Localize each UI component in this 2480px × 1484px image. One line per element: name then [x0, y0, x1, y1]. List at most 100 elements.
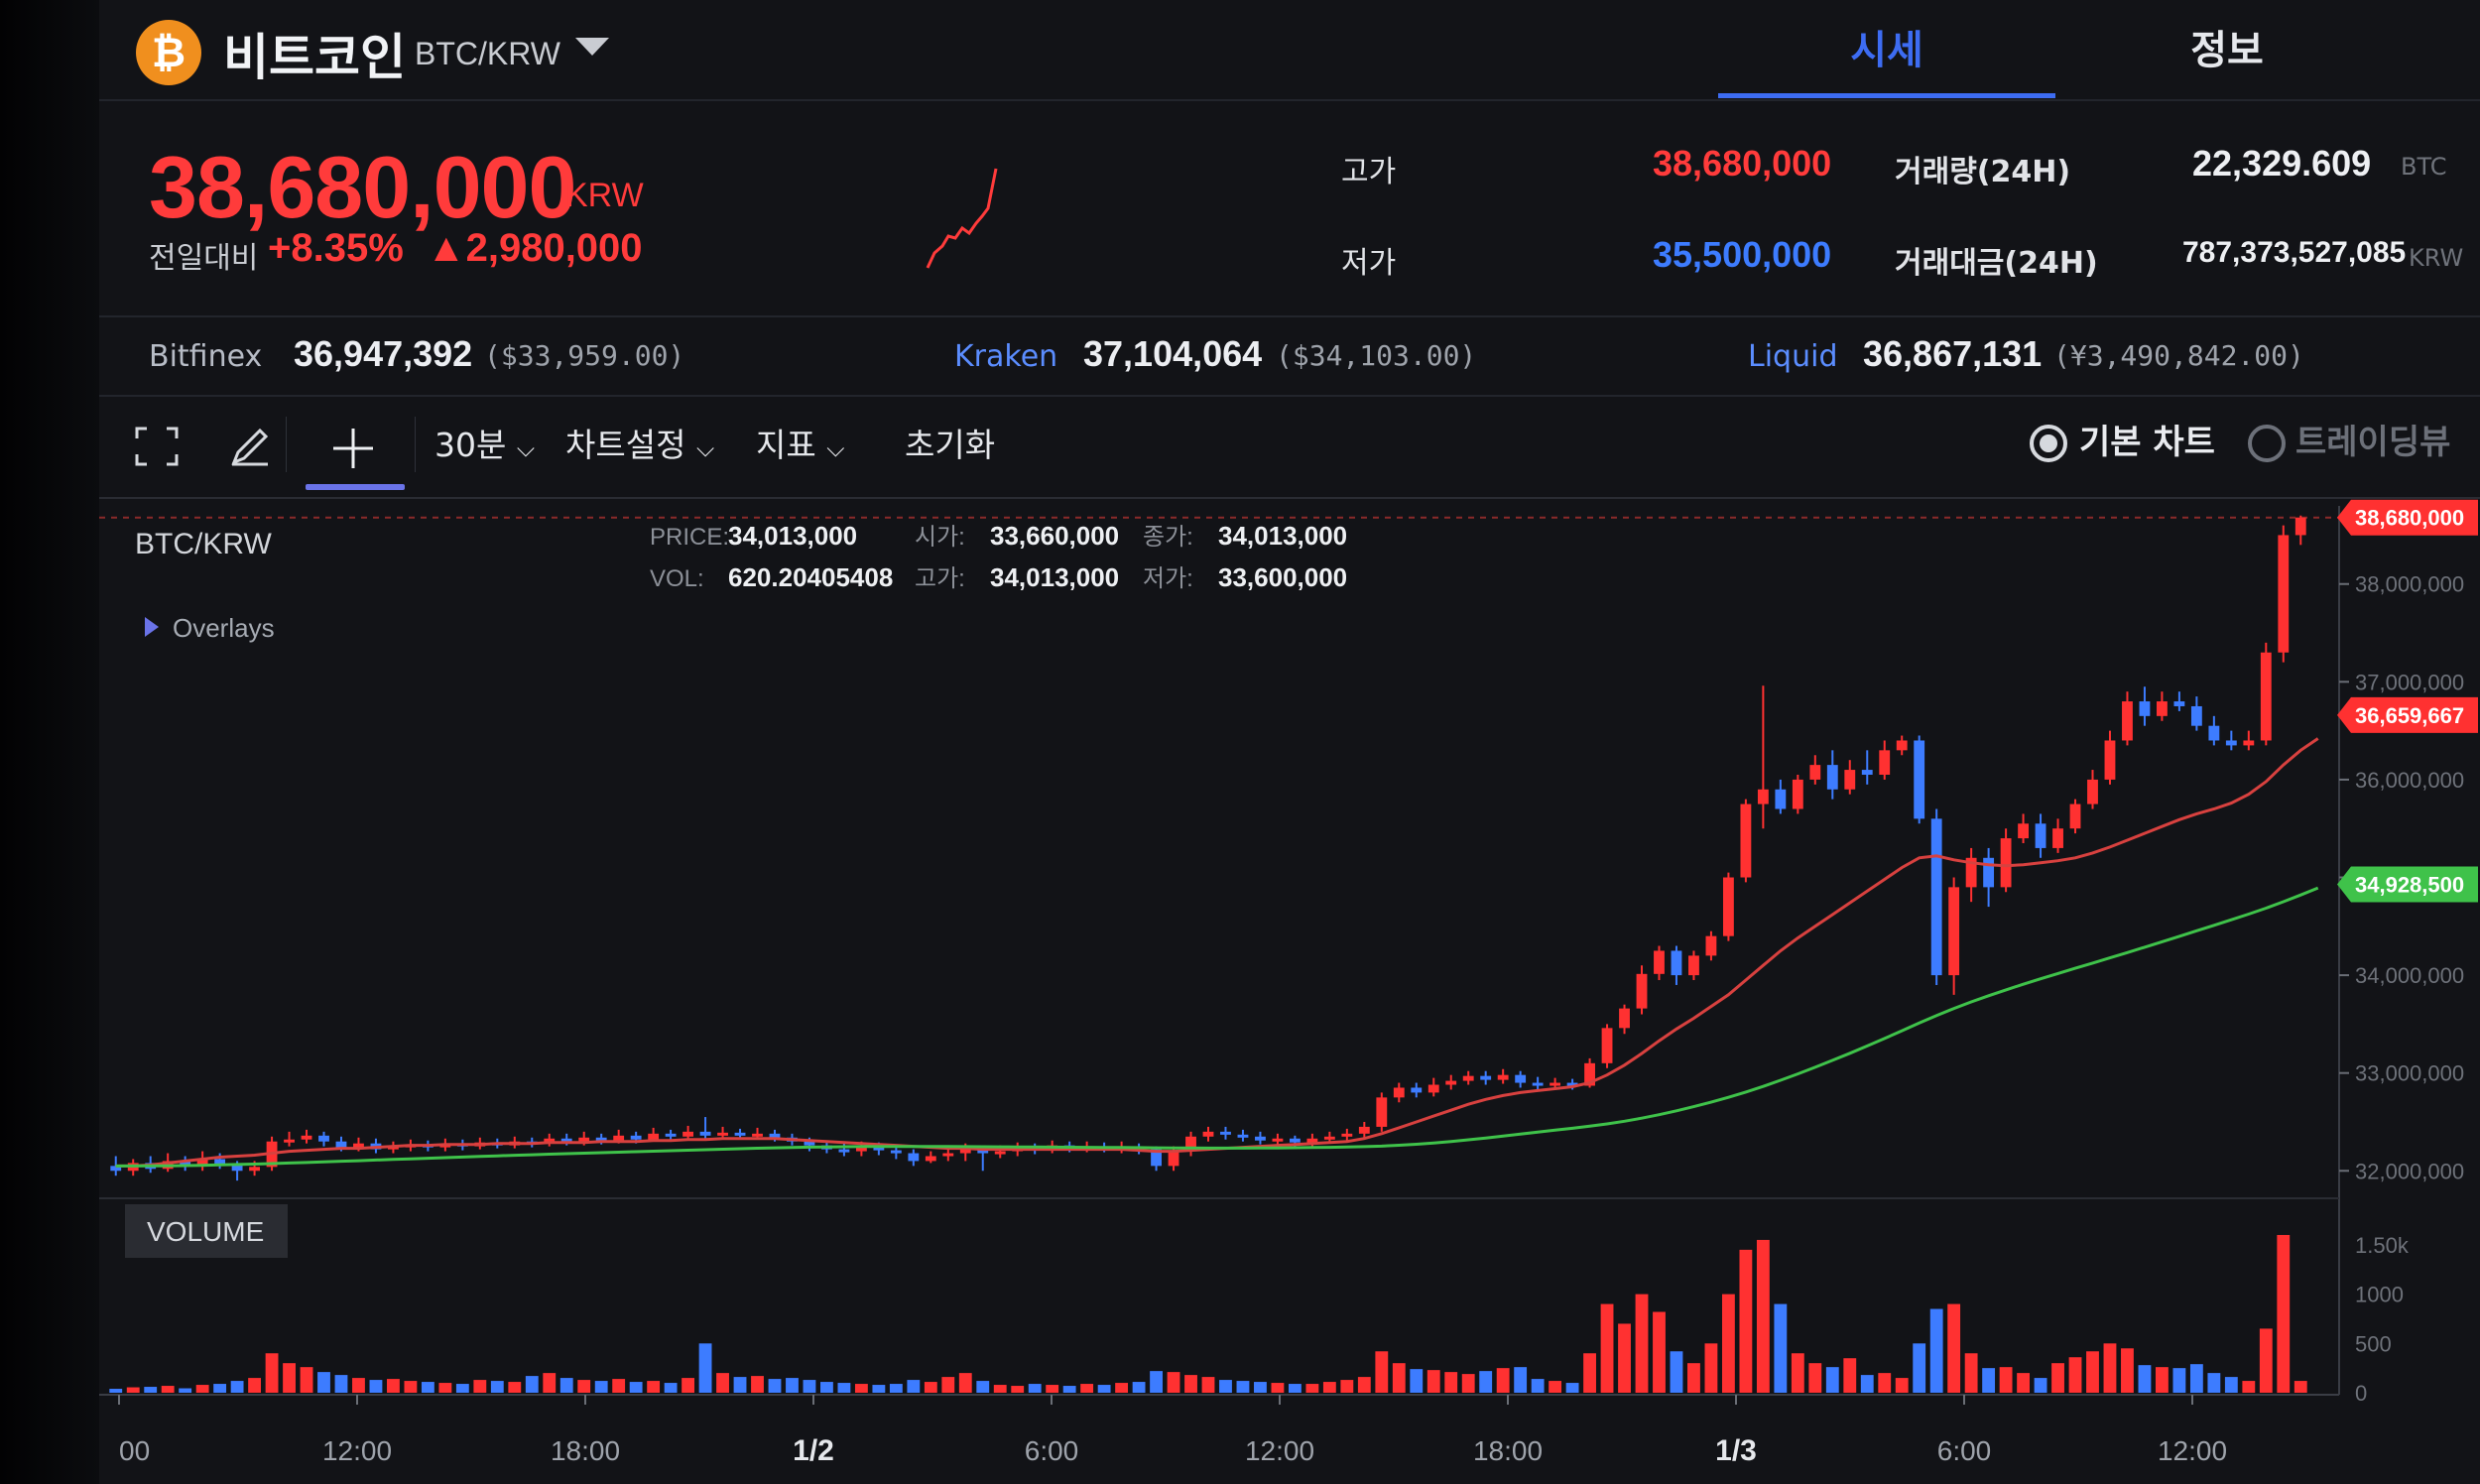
- candle: [2225, 740, 2237, 746]
- volume-panel-label: VOLUME: [147, 1216, 264, 1247]
- volume-bar: [1201, 1377, 1215, 1393]
- change-percent: +8.35%: [268, 226, 404, 270]
- volume-bar: [1999, 1367, 2013, 1393]
- candle: [578, 1137, 590, 1142]
- reset-button[interactable]: 초기화: [905, 426, 996, 464]
- volume-bar: [1670, 1351, 1683, 1393]
- volume-bars: [109, 1234, 2307, 1393]
- candle: [1168, 1151, 1179, 1167]
- candle: [1601, 1028, 1613, 1063]
- candle: [682, 1131, 694, 1137]
- price-marker-tag: [2337, 866, 2478, 903]
- candle: [1411, 1087, 1423, 1093]
- pencil-icon[interactable]: [228, 425, 272, 468]
- candle: [838, 1149, 850, 1153]
- volume-bar: [455, 1384, 469, 1393]
- volume-bar: [1825, 1367, 1839, 1393]
- tab-price[interactable]: 시세: [1850, 28, 1923, 73]
- crosshair-icon[interactable]: [331, 427, 375, 470]
- volume-bar: [1271, 1383, 1285, 1393]
- exchange-price: 37,104,064: [1083, 333, 1263, 374]
- candle: [2035, 823, 2046, 848]
- volume-bar: [1236, 1381, 1250, 1393]
- volume-bar: [1982, 1368, 1996, 1393]
- fullscreen-icon[interactable]: [135, 427, 179, 466]
- volume-bar: [1929, 1308, 1943, 1393]
- chart-toolbar: 30분 ⌵ 차트설정 ⌵ 지표 ⌵ 초기화 기본 차트 트레이딩뷰: [99, 397, 2480, 496]
- price-marker-tag: [2337, 696, 2478, 733]
- chart-settings-menu[interactable]: 차트설정 ⌵: [565, 419, 714, 466]
- low-value: 35,500,000: [1653, 234, 1832, 275]
- play-icon[interactable]: [145, 617, 159, 637]
- time-tick-label: 00: [119, 1435, 150, 1466]
- candle: [2260, 652, 2272, 741]
- candle: [1844, 770, 1856, 790]
- basic-chart-radio[interactable]: [2030, 425, 2067, 462]
- volume-bar: [941, 1377, 955, 1393]
- monitor-bezel: [0, 0, 99, 1484]
- volume-bar: [1184, 1375, 1197, 1393]
- tradingview-label[interactable]: 트레이딩뷰: [2295, 423, 2451, 462]
- candle: [769, 1133, 781, 1138]
- candle: [1427, 1084, 1439, 1093]
- candle: [1289, 1138, 1301, 1143]
- candle: [977, 1149, 989, 1154]
- candle: [1688, 955, 1699, 976]
- price-chart[interactable]: 32,000,00033,000,00034,000,00035,000,000…: [99, 496, 2480, 1484]
- volume-bar: [1895, 1378, 1909, 1393]
- volume-bar: [2138, 1365, 2152, 1393]
- candle: [2122, 701, 2133, 741]
- exchange-name: Bitfinex: [149, 339, 263, 374]
- volume-bar: [1913, 1343, 1926, 1393]
- overlays-toggle[interactable]: Overlays: [173, 613, 275, 643]
- volume-bar: [1062, 1386, 1076, 1393]
- volume-bar: [768, 1379, 782, 1393]
- volume-bar: [1375, 1351, 1389, 1393]
- moving-averages: [115, 737, 2319, 1168]
- price-marker-tag: [2337, 499, 2478, 536]
- volume-bar: [1011, 1386, 1025, 1393]
- candle: [2173, 701, 2185, 706]
- interval-select[interactable]: 30분 ⌵: [434, 419, 535, 466]
- candlestick-chart[interactable]: 32,000,00033,000,00034,000,00035,000,000…: [99, 496, 2480, 1484]
- volume-bar: [369, 1380, 383, 1393]
- volume-bar: [1410, 1369, 1424, 1393]
- change-label: 전일대비: [149, 241, 259, 276]
- volume-bar: [334, 1375, 348, 1393]
- price-markers: 38,680,000 36,659,667 34,928,500: [2337, 499, 2478, 903]
- volume-bar: [161, 1386, 175, 1393]
- candle: [353, 1143, 364, 1148]
- current-price: 38,680,000: [149, 138, 576, 236]
- candle: [1532, 1082, 1544, 1086]
- exchange-jpy: (¥3,490,842.00): [2053, 339, 2304, 372]
- candle: [1255, 1136, 1266, 1141]
- volume-bar: [2259, 1328, 2273, 1393]
- volume-bar: [1046, 1385, 1059, 1393]
- candle: [630, 1135, 642, 1140]
- change-amount: ▲2,980,000: [427, 226, 643, 270]
- volume-bar: [1565, 1383, 1579, 1393]
- candle: [284, 1139, 295, 1143]
- candle: [1480, 1075, 1492, 1080]
- candle: [335, 1141, 347, 1148]
- candle: [1914, 740, 1925, 819]
- tab-info[interactable]: 정보: [2190, 28, 2264, 73]
- candle: [301, 1135, 312, 1140]
- volume-bar: [1080, 1384, 1094, 1393]
- volume-bar: [1947, 1303, 1961, 1393]
- candle: [2278, 535, 2290, 653]
- chevron-down-icon[interactable]: [575, 38, 609, 56]
- candle: [1497, 1074, 1509, 1080]
- price-axis: 32,000,00033,000,00034,000,00035,000,000…: [2339, 572, 2464, 1406]
- volume-bar: [1964, 1353, 1978, 1393]
- basic-chart-label[interactable]: 기본 차트: [2079, 423, 2215, 462]
- info-vol: 620.20405408: [728, 562, 893, 592]
- exchange-name: Kraken: [954, 339, 1058, 374]
- time-tick-label: 6:00: [1025, 1435, 1079, 1466]
- indicators-menu[interactable]: 지표 ⌵: [756, 419, 844, 466]
- candle: [1654, 950, 1665, 974]
- volume-bar: [2172, 1368, 2186, 1393]
- volume-bar: [1808, 1363, 1822, 1393]
- candle: [214, 1159, 226, 1166]
- tradingview-radio[interactable]: [2248, 425, 2286, 462]
